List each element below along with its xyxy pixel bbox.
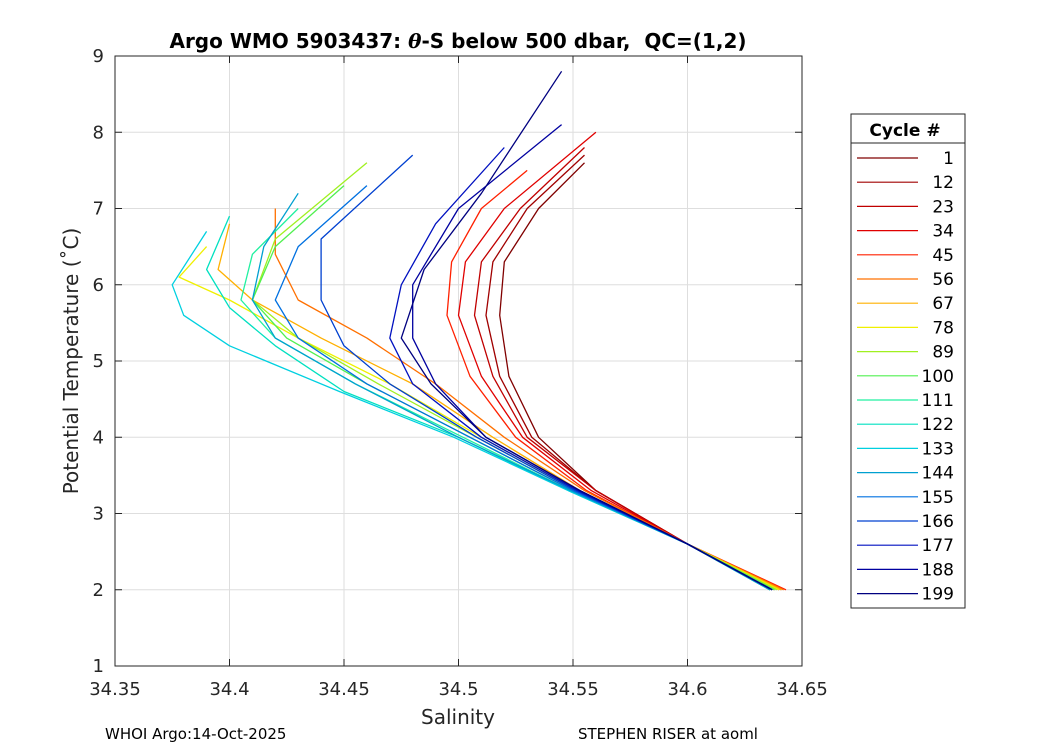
y-tick-label: 7 bbox=[93, 199, 104, 220]
series-line-cycle-23 bbox=[473, 147, 780, 591]
y-tick-label: 8 bbox=[93, 122, 104, 143]
legend-entries: 1 12 23 34 45 56 67 78 89 100 111 122 133 144 155 166 17… bbox=[857, 149, 954, 605]
series-line-cycle-89 bbox=[251, 162, 778, 591]
series-line-cycle-155 bbox=[274, 185, 773, 591]
series-line-cycle-45 bbox=[446, 169, 787, 591]
y-tick-label: 5 bbox=[93, 351, 104, 372]
series-line-cycle-67 bbox=[217, 223, 782, 591]
footer-source: WHOI Argo:14-Oct-2025 bbox=[105, 725, 287, 743]
legend-entry-label: 133 bbox=[922, 439, 954, 459]
legend-entry-label: 45 bbox=[932, 246, 954, 266]
y-tick-label: 2 bbox=[93, 580, 104, 601]
series-line-cycle-188 bbox=[412, 124, 773, 591]
y-tick-label: 1 bbox=[93, 656, 104, 677]
legend-entry-label: 1 bbox=[943, 149, 954, 169]
x-tick-label: 34.5 bbox=[438, 679, 478, 700]
legend-entry-label: 78 bbox=[932, 318, 954, 338]
footer-credit: STEPHEN RISER at aoml bbox=[578, 725, 758, 743]
x-tick-label: 34.35 bbox=[89, 679, 141, 700]
legend-entry-label: 34 bbox=[932, 222, 954, 242]
y-tick-label: 3 bbox=[93, 504, 104, 525]
series-line-cycle-1 bbox=[499, 162, 771, 591]
legend-box bbox=[850, 113, 966, 609]
series-line-cycle-12 bbox=[485, 154, 775, 591]
x-tick-label: 34.45 bbox=[318, 679, 370, 700]
legend-entry-label: 188 bbox=[922, 560, 954, 580]
y-tick-label: 9 bbox=[93, 46, 104, 67]
legend-entry-label: 12 bbox=[932, 173, 954, 193]
legend-entry-label: 111 bbox=[922, 391, 954, 411]
series-line-cycle-56 bbox=[274, 208, 784, 591]
legend-entry-label: 89 bbox=[932, 343, 954, 363]
series-line-cycle-144 bbox=[251, 192, 771, 591]
legend: Cycle # 1 12 23 34 45 56 67 78 89 100 111 122 133 144… bbox=[850, 113, 966, 609]
legend-entry-label: 56 bbox=[932, 270, 954, 290]
x-tick-label: 34.6 bbox=[667, 679, 707, 700]
legend-entry-label: 67 bbox=[932, 294, 954, 314]
series-line-cycle-34 bbox=[457, 131, 782, 591]
legend-entry-label: 144 bbox=[922, 464, 954, 484]
y-tick-label: 4 bbox=[93, 427, 104, 448]
chart-title: Argo WMO 5903437: θ-S below 500 dbar, QC… bbox=[169, 29, 746, 53]
x-axis-label: Salinity bbox=[421, 705, 495, 729]
x-tick-label: 34.4 bbox=[209, 679, 249, 700]
series-lines bbox=[171, 70, 787, 591]
legend-entry-label: 177 bbox=[922, 536, 954, 556]
legend-entry-label: 155 bbox=[922, 488, 954, 508]
series-line-cycle-177 bbox=[389, 147, 773, 591]
grid-lines bbox=[114, 55, 803, 667]
legend-entry-label: 23 bbox=[932, 197, 954, 217]
legend-entry-label: 122 bbox=[922, 415, 954, 435]
series-line-cycle-122 bbox=[205, 215, 771, 591]
legend-entry-label: 199 bbox=[922, 585, 954, 605]
y-tick-label: 6 bbox=[93, 275, 104, 296]
legend-entry-label: 166 bbox=[922, 512, 954, 532]
y-axis-label: Potential Temperature (˚C) bbox=[59, 228, 83, 495]
series-line-cycle-199 bbox=[400, 70, 773, 591]
axis-ticks: 34.35 34.4 34.45 34.5 34.55 34.6 34.65 1 2 3 4 5 6 7 8… bbox=[89, 46, 828, 700]
legend-title: Cycle # bbox=[869, 121, 940, 141]
legend-entry-label: 100 bbox=[922, 367, 954, 387]
x-tick-label: 34.65 bbox=[776, 679, 828, 700]
x-tick-label: 34.55 bbox=[547, 679, 599, 700]
